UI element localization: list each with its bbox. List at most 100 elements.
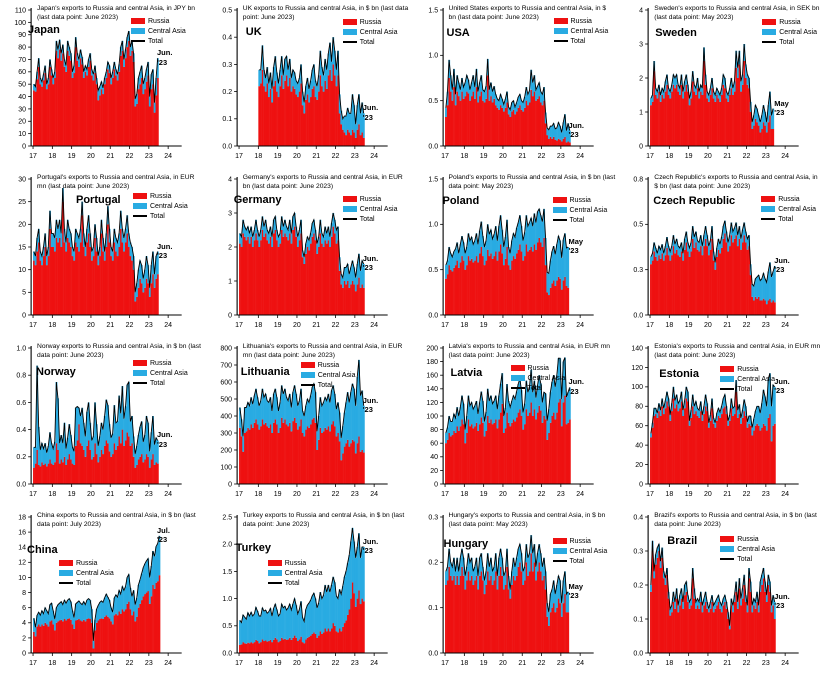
legend-item-russia: Russia	[720, 364, 775, 374]
bars-russia	[650, 61, 775, 146]
annotation-month: May	[568, 581, 584, 591]
legend-label-central-asia: Central Asia	[284, 569, 323, 577]
last-point-annotation: Jun. '23	[157, 48, 197, 67]
annotation-month: Jun.	[362, 103, 379, 113]
legend-swatch-central-asia-icon	[342, 205, 357, 213]
annotation-month: Jun.	[362, 395, 379, 405]
legend-item-total: Total	[762, 37, 817, 47]
chart-panel-portugal: 0 5 10 15 20 25 30 17 18 19 20 21 22 23 24 Portugal's …	[0, 169, 206, 338]
country-label: Czech Republic	[653, 195, 736, 207]
y-tick-label: 10	[18, 575, 26, 582]
y-tick-label: 1	[228, 278, 232, 285]
legend-swatch-russia-icon	[552, 537, 567, 545]
x-tick-label: 20	[499, 660, 507, 667]
y-tick-label: 70	[18, 57, 26, 64]
legend-item-central-asia: Central Asia	[761, 204, 816, 214]
y-tick-label: 12	[18, 560, 26, 567]
x-tick-label: 18	[254, 491, 262, 498]
annotation-year: '23	[362, 546, 373, 556]
chart-panel-brazil: 0.0 0.1 0.2 0.3 0.4 17 18 19 20 21 22 23 24 Brazil's…	[617, 507, 823, 676]
legend-swatch-total-line-icon	[267, 582, 282, 584]
y-tick-label: 0	[639, 143, 643, 150]
x-tick-label: 23	[145, 153, 153, 160]
chart-panel-czech_republic: 0.0 0.3 0.5 0.8 17 18 19 20 21 22 23 24 Czech Repub…	[617, 169, 823, 338]
y-ticks: 0 10 20 30 40 50 60 70 80 90 100 110	[14, 7, 32, 150]
x-tick-label: 18	[254, 153, 262, 160]
x-tick-label: 17	[235, 491, 243, 498]
bars-central-asia	[650, 220, 776, 305]
x-ticks: 17 18 19 20 21 22 23 24	[29, 484, 172, 498]
y-tick-label: 1.5	[428, 7, 438, 14]
x-tick-label: 22	[331, 660, 339, 667]
legend: Russia Central Asia Total	[342, 194, 398, 224]
x-tick-label: 21	[106, 322, 114, 329]
y-tick-label: 160	[426, 373, 438, 380]
chart-plot: 0.0 0.1 0.2 0.3 0.4 17 18 19 20 21 22 23 24	[634, 514, 799, 667]
annotation-month: Jun.	[774, 376, 790, 386]
legend-swatch-russia-icon	[552, 196, 567, 204]
x-tick-label: 18	[48, 491, 56, 498]
legend-item-central-asia: Central Asia	[720, 544, 775, 554]
legend: Russia Central Asia Total	[553, 16, 608, 46]
x-tick-label: 18	[48, 660, 56, 667]
y-tick-label: 0	[228, 312, 232, 319]
chart-plot: 0.0 0.1 0.2 0.3 17 18 19 20 21 22 23 24	[428, 514, 594, 667]
legend-item-russia: Russia	[762, 17, 817, 27]
annotation-year: '23	[157, 57, 168, 67]
bars-central-asia	[238, 527, 365, 645]
y-tick-label: 4	[228, 176, 232, 183]
annotation-year: '23	[568, 386, 579, 396]
x-tick-label: 19	[479, 491, 487, 498]
legend-item-central-asia: Central Asia	[342, 204, 398, 214]
x-tick-label: 24	[370, 491, 378, 498]
legend-item-central-asia: Central Asia	[342, 27, 398, 37]
axes	[236, 177, 388, 316]
x-tick-label: 23	[762, 660, 770, 667]
legend: Russia Central Asia Total	[59, 558, 114, 588]
legend-item-russia: Russia	[552, 195, 608, 205]
x-ticks: 17 18 19 20 21 22 23 24	[646, 146, 789, 160]
total-line	[444, 58, 570, 133]
bars-central-asia	[444, 535, 569, 626]
legend-item-russia: Russia	[300, 360, 356, 370]
legend-label-total: Total	[737, 385, 753, 393]
y-tick-label: 0.4	[16, 427, 26, 434]
chart-title: Portugal's exports to Russia and central…	[37, 174, 195, 191]
x-tick-label: 19	[685, 153, 693, 160]
y-tick-label: 0.0	[428, 650, 438, 657]
x-tick-label: 19	[68, 491, 76, 498]
bars-central-asia	[258, 37, 365, 138]
bars-central-asia	[444, 357, 571, 444]
y-tick-label: 1.0	[222, 596, 232, 603]
legend-label-total: Total	[570, 37, 586, 45]
x-tick-label: 17	[441, 660, 449, 667]
x-tick-label: 18	[48, 153, 56, 160]
legend-label-russia: Russia	[76, 559, 98, 567]
bars-russia	[238, 582, 365, 653]
y-tick-label: 20	[18, 222, 26, 229]
last-point-annotation: Jun. '23	[774, 377, 814, 396]
y-tick-label: 0.0	[16, 481, 26, 488]
legend-swatch-russia-icon	[553, 17, 568, 25]
chart-title: Germany's exports to Russia and central …	[242, 174, 403, 191]
legend-label-total: Total	[317, 381, 333, 389]
x-tick-label: 24	[576, 153, 584, 160]
y-tick-label: 15	[18, 244, 26, 251]
axes	[236, 346, 388, 485]
x-tick-label: 18	[460, 322, 468, 329]
legend: Russia Central Asia Total	[133, 358, 188, 388]
legend-swatch-total-line-icon	[552, 219, 567, 221]
y-tick-label: 30	[18, 106, 26, 113]
x-tick-label: 17	[29, 153, 37, 160]
x-tick-label: 23	[762, 153, 770, 160]
bars-russia	[444, 553, 569, 653]
legend-swatch-total-line-icon	[552, 560, 567, 562]
last-point-annotation: May '23	[569, 582, 609, 601]
legend-swatch-total-line-icon	[342, 218, 357, 220]
x-tick-label: 24	[164, 491, 172, 498]
country-label: Poland	[442, 195, 480, 207]
y-tick-label: 0.5	[428, 267, 438, 274]
last-point-annotation: Jun. '23	[363, 254, 403, 273]
y-ticks: 0 1 2 3 4	[639, 7, 649, 150]
legend-swatch-total-line-icon	[761, 218, 776, 220]
